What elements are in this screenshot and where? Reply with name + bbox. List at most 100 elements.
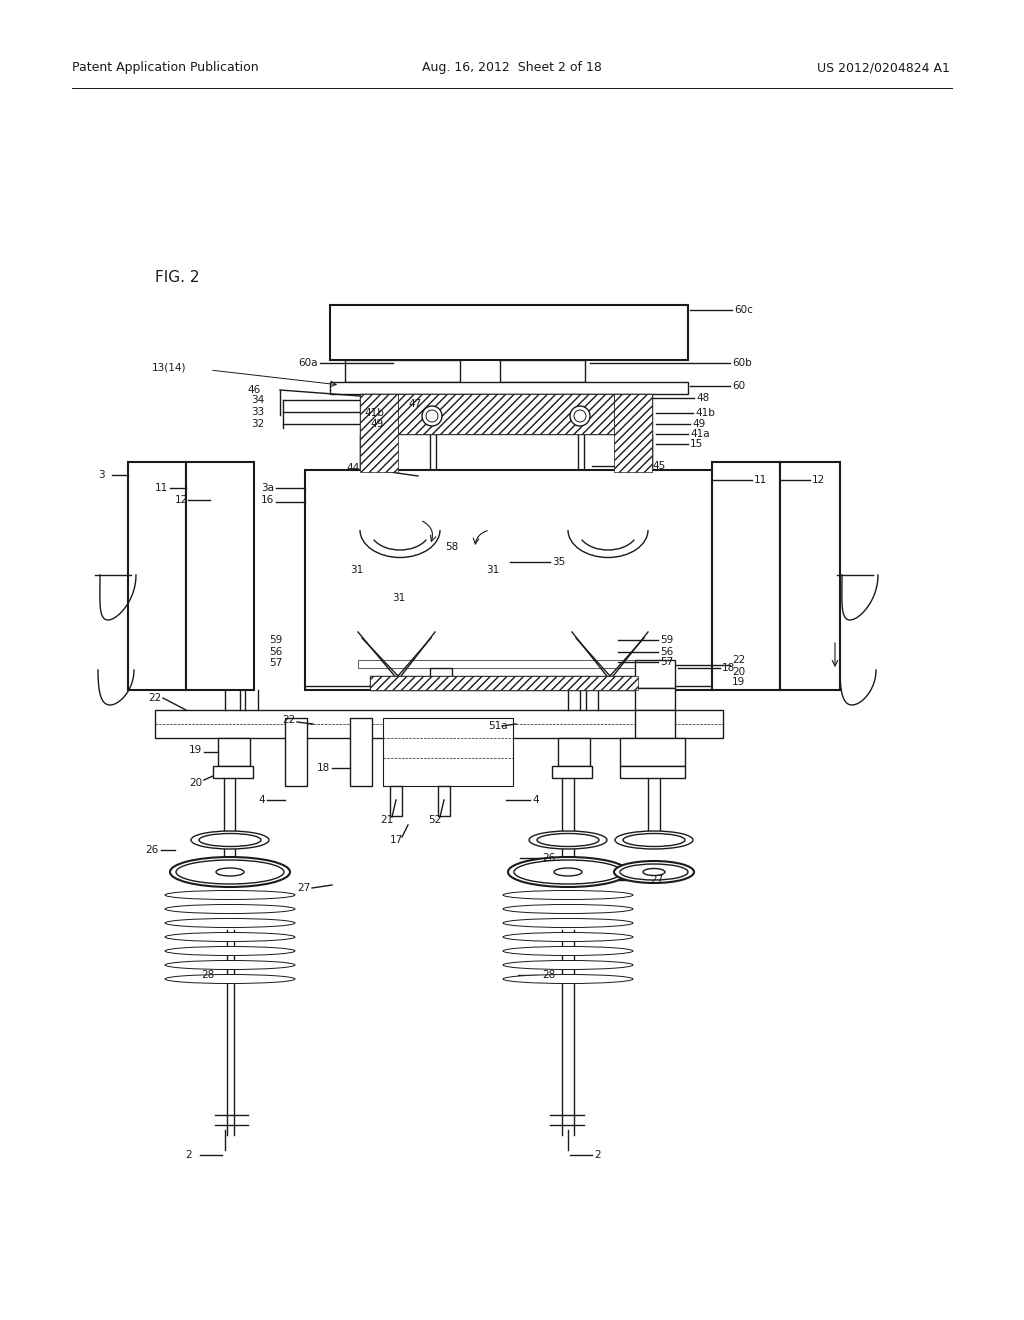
Text: 20: 20 (188, 777, 202, 788)
Text: 41b: 41b (695, 408, 715, 418)
Text: 60a: 60a (298, 358, 317, 368)
Ellipse shape (503, 919, 633, 928)
Text: 27: 27 (297, 883, 310, 894)
Text: 59: 59 (268, 635, 282, 645)
Text: FIG. 2: FIG. 2 (155, 271, 200, 285)
Text: 49: 49 (371, 418, 384, 429)
Text: 57: 57 (660, 657, 673, 667)
Ellipse shape (199, 833, 261, 846)
Text: 2: 2 (185, 1150, 191, 1160)
Text: 31: 31 (350, 565, 364, 576)
Bar (398, 393, 614, 434)
Bar (330, 381, 688, 393)
Text: 19: 19 (188, 744, 202, 755)
Bar (614, 393, 652, 473)
Ellipse shape (216, 869, 244, 876)
Text: 48: 48 (696, 393, 710, 403)
Text: 15: 15 (690, 440, 703, 449)
Text: 27: 27 (650, 875, 664, 884)
Ellipse shape (165, 904, 295, 913)
Text: 59: 59 (660, 635, 673, 645)
Bar (350, 718, 372, 785)
Text: 49: 49 (692, 418, 706, 429)
Bar (155, 710, 723, 738)
Bar (418, 477, 446, 554)
Text: 22: 22 (148, 693, 161, 704)
Text: 12: 12 (812, 475, 825, 484)
Bar (383, 718, 513, 785)
Bar (398, 393, 614, 434)
Text: 11: 11 (155, 483, 168, 492)
Text: 52: 52 (428, 814, 441, 825)
Bar (360, 393, 398, 473)
Bar (128, 462, 186, 690)
Bar (360, 393, 398, 473)
Text: 46: 46 (248, 385, 261, 395)
Text: 22: 22 (282, 715, 295, 725)
Ellipse shape (165, 891, 295, 899)
Text: 34: 34 (251, 395, 264, 405)
Text: 18: 18 (722, 663, 735, 673)
Ellipse shape (191, 832, 269, 849)
Text: Aug. 16, 2012  Sheet 2 of 18: Aug. 16, 2012 Sheet 2 of 18 (422, 62, 602, 74)
Ellipse shape (529, 832, 607, 849)
Ellipse shape (503, 961, 633, 969)
Text: 26: 26 (542, 853, 555, 863)
Text: 17: 17 (390, 836, 403, 845)
Text: Patent Application Publication: Patent Application Publication (72, 62, 259, 74)
Text: 22: 22 (732, 655, 745, 665)
Text: US 2012/0204824 A1: US 2012/0204824 A1 (817, 62, 950, 74)
Text: 60c: 60c (734, 305, 753, 315)
Bar (780, 462, 840, 690)
Text: 12: 12 (175, 495, 188, 506)
Ellipse shape (165, 961, 295, 969)
Bar (712, 462, 780, 690)
Text: 57: 57 (268, 657, 282, 668)
Bar (360, 434, 652, 477)
Bar (370, 676, 638, 690)
Bar (635, 710, 675, 738)
Text: 60: 60 (732, 381, 745, 391)
Text: 35: 35 (552, 557, 565, 568)
Bar (305, 470, 713, 690)
Circle shape (426, 411, 438, 422)
Ellipse shape (614, 861, 694, 883)
Ellipse shape (503, 932, 633, 941)
Ellipse shape (165, 919, 295, 928)
Circle shape (574, 411, 586, 422)
Ellipse shape (615, 832, 693, 849)
Text: 44: 44 (347, 463, 360, 473)
Text: 18: 18 (316, 763, 330, 774)
Text: 20: 20 (732, 667, 745, 677)
Text: 47: 47 (408, 399, 421, 409)
Bar (370, 676, 638, 690)
Ellipse shape (514, 861, 622, 884)
Text: 32: 32 (251, 418, 264, 429)
Text: 4: 4 (258, 795, 265, 805)
Text: 26: 26 (145, 845, 159, 855)
Ellipse shape (643, 869, 665, 875)
Text: 13(14): 13(14) (152, 363, 186, 374)
Bar (635, 660, 675, 688)
Bar (345, 360, 460, 381)
Text: 31: 31 (486, 565, 500, 576)
Bar (564, 477, 592, 554)
Bar (430, 668, 452, 686)
Bar (500, 360, 585, 381)
Circle shape (422, 407, 442, 426)
Text: 21: 21 (380, 814, 393, 825)
Text: 58: 58 (445, 543, 459, 552)
Bar (558, 738, 590, 766)
Ellipse shape (503, 946, 633, 956)
Text: 33: 33 (251, 407, 264, 417)
Bar (635, 688, 675, 710)
Bar (620, 738, 685, 766)
Text: 3: 3 (98, 470, 104, 480)
Circle shape (570, 407, 590, 426)
Ellipse shape (176, 861, 284, 884)
Ellipse shape (165, 974, 295, 983)
Text: 31: 31 (392, 593, 406, 603)
Ellipse shape (620, 865, 688, 880)
Ellipse shape (503, 891, 633, 899)
Text: 28: 28 (202, 970, 215, 979)
